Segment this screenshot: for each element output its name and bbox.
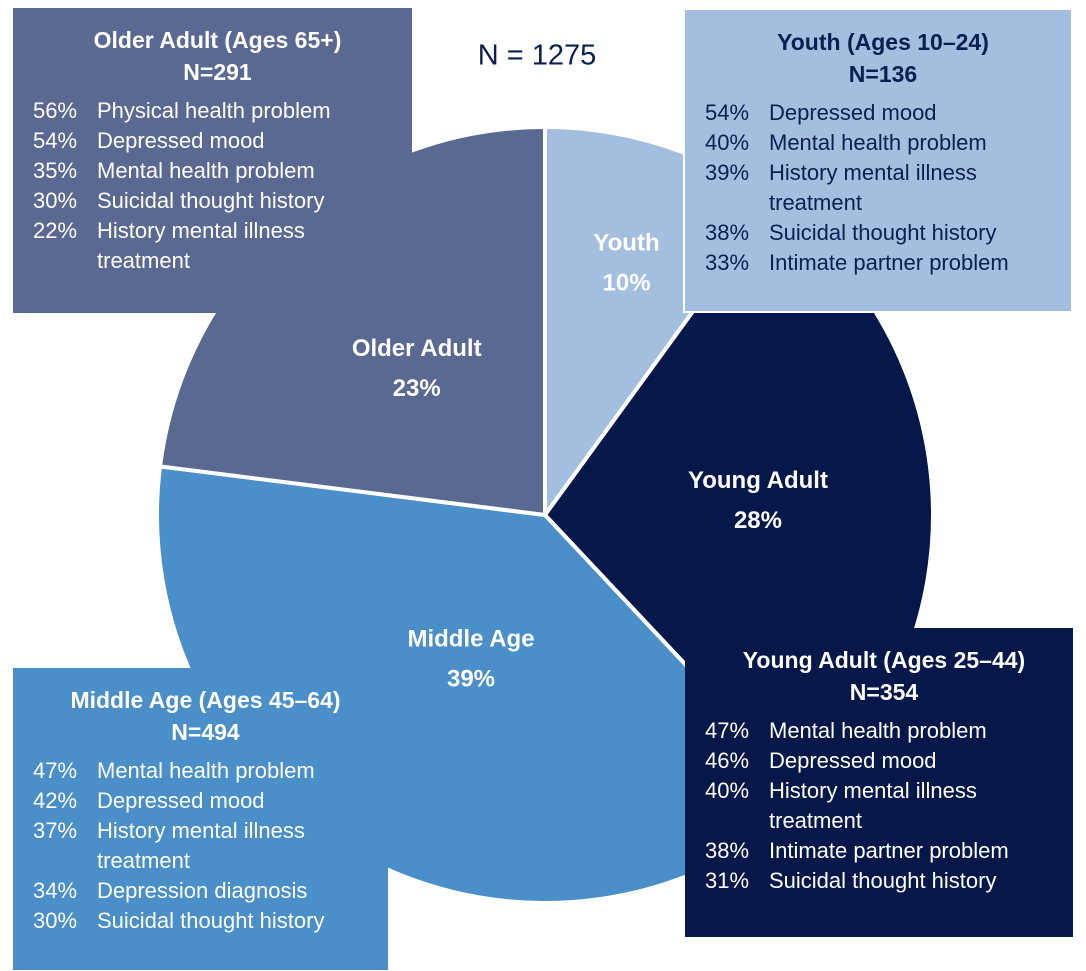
box-title: Youth (Ages 10–24)	[777, 29, 989, 55]
box-item: 56% Physical health problem	[33, 96, 402, 126]
item-percent: 39%	[705, 160, 750, 185]
box-item: 42% Depressed mood	[33, 786, 378, 816]
item-text: Suicidal thought history	[97, 908, 325, 933]
item-percent: 33%	[705, 250, 750, 275]
item-percent: 47%	[33, 758, 78, 783]
box-item: 31% Suicidal thought history	[705, 866, 1063, 896]
box-count: N=494	[171, 719, 240, 745]
item-text: Mental health problem	[769, 718, 987, 743]
item-percent: 30%	[33, 908, 78, 933]
slice-label: Young Adult	[688, 467, 828, 494]
box-item: 30% Suicidal thought history	[33, 906, 378, 936]
item-text: Mental health problem	[97, 158, 315, 183]
item-text: Depressed mood	[769, 100, 937, 125]
item-text: Mental health problem	[97, 758, 315, 783]
item-percent: 30%	[33, 188, 78, 213]
item-text: Suicidal thought history	[769, 868, 997, 893]
item-percent: 47%	[705, 718, 750, 743]
box-item: 39% History mental illness treatment	[705, 158, 1061, 218]
box-item: 38% Suicidal thought history	[705, 218, 1061, 248]
item-text: Intimate partner problem	[769, 838, 1009, 863]
item-text: Depressed mood	[97, 128, 265, 153]
slice-value-label: 28%	[734, 507, 782, 534]
box-item: 35% Mental health problem	[33, 156, 402, 186]
item-text: Intimate partner problem	[769, 250, 1009, 275]
info-box: Young Adult (Ages 25–44) N=354 47% Mental h…	[685, 628, 1073, 937]
item-percent: 35%	[33, 158, 78, 183]
box-item: 54% Depressed mood	[33, 126, 402, 156]
item-percent: 38%	[705, 838, 750, 863]
slice-value-label: 10%	[603, 269, 651, 296]
slice-value-label: 23%	[393, 375, 441, 402]
slice-value-label: 39%	[447, 666, 495, 693]
item-percent: 34%	[33, 878, 78, 903]
info-box: Youth (Ages 10–24) N=136 54% Depressed mood…	[683, 8, 1073, 313]
box-title: Middle Age (Ages 45–64)	[70, 687, 341, 713]
box-list: 54% Depressed mood 40% Mental health proble…	[705, 98, 1061, 278]
slice-label: Youth	[593, 229, 659, 256]
box-count: N=291	[183, 59, 252, 85]
box-item: 22% History mental illness treatment	[33, 216, 402, 276]
box-item: 37% History mental illness treatment	[33, 816, 378, 876]
box-item: 33% Intimate partner problem	[705, 248, 1061, 278]
item-text: Depression diagnosis	[97, 878, 308, 903]
slice-label: Middle Age	[407, 626, 534, 653]
box-item: 47% Mental health problem	[705, 716, 1063, 746]
item-text: History mental illness treatment	[97, 818, 305, 873]
box-item: 30% Suicidal thought history	[33, 186, 402, 216]
info-box: Middle Age (Ages 45–64) N=494 47% Mental he…	[13, 668, 388, 970]
item-percent: 31%	[705, 868, 750, 893]
item-text: History mental illness treatment	[97, 218, 305, 273]
item-percent: 56%	[33, 98, 78, 123]
box-item: 46% Depressed mood	[705, 746, 1063, 776]
box-item: 54% Depressed mood	[705, 98, 1061, 128]
item-percent: 42%	[33, 788, 78, 813]
item-percent: 46%	[705, 748, 750, 773]
item-text: Physical health problem	[97, 98, 331, 123]
box-item: 38% Intimate partner problem	[705, 836, 1063, 866]
item-percent: 40%	[705, 130, 750, 155]
box-item: 40% Mental health problem	[705, 128, 1061, 158]
box-list: 47% Mental health problem 46% Depressed moo…	[705, 716, 1063, 896]
note: N = 1275	[478, 40, 597, 72]
item-percent: 54%	[705, 100, 750, 125]
item-text: Depressed mood	[769, 748, 937, 773]
info-box: Older Adult (Ages 65+) N=291 56% Physical h…	[13, 8, 412, 313]
box-item: 40% History mental illness treatment	[705, 776, 1063, 836]
item-text: Suicidal thought history	[97, 188, 325, 213]
item-text: History mental illness treatment	[769, 778, 977, 833]
box-list: 56% Physical health problem 54% Depressed m…	[33, 96, 402, 276]
box-list: 47% Mental health problem 42% Depressed moo…	[33, 756, 378, 936]
box-count: N=354	[849, 679, 919, 705]
item-percent: 38%	[705, 220, 750, 245]
slice-label: Older Adult	[352, 335, 482, 362]
box-count: N=136	[848, 61, 918, 87]
box-title: Older Adult (Ages 65+)	[93, 27, 342, 53]
box-title: Young Adult (Ages 25–44)	[742, 647, 1026, 673]
item-text: Depressed mood	[97, 788, 265, 813]
box-item: 34% Depression diagnosis	[33, 876, 378, 906]
item-percent: 22%	[33, 218, 78, 243]
item-text: History mental illness treatment	[769, 160, 977, 215]
item-percent: 40%	[705, 778, 750, 803]
item-text: Suicidal thought history	[769, 220, 997, 245]
item-percent: 37%	[33, 818, 78, 843]
item-text: Mental health problem	[769, 130, 987, 155]
item-percent: 54%	[33, 128, 78, 153]
box-item: 47% Mental health problem	[33, 756, 378, 786]
